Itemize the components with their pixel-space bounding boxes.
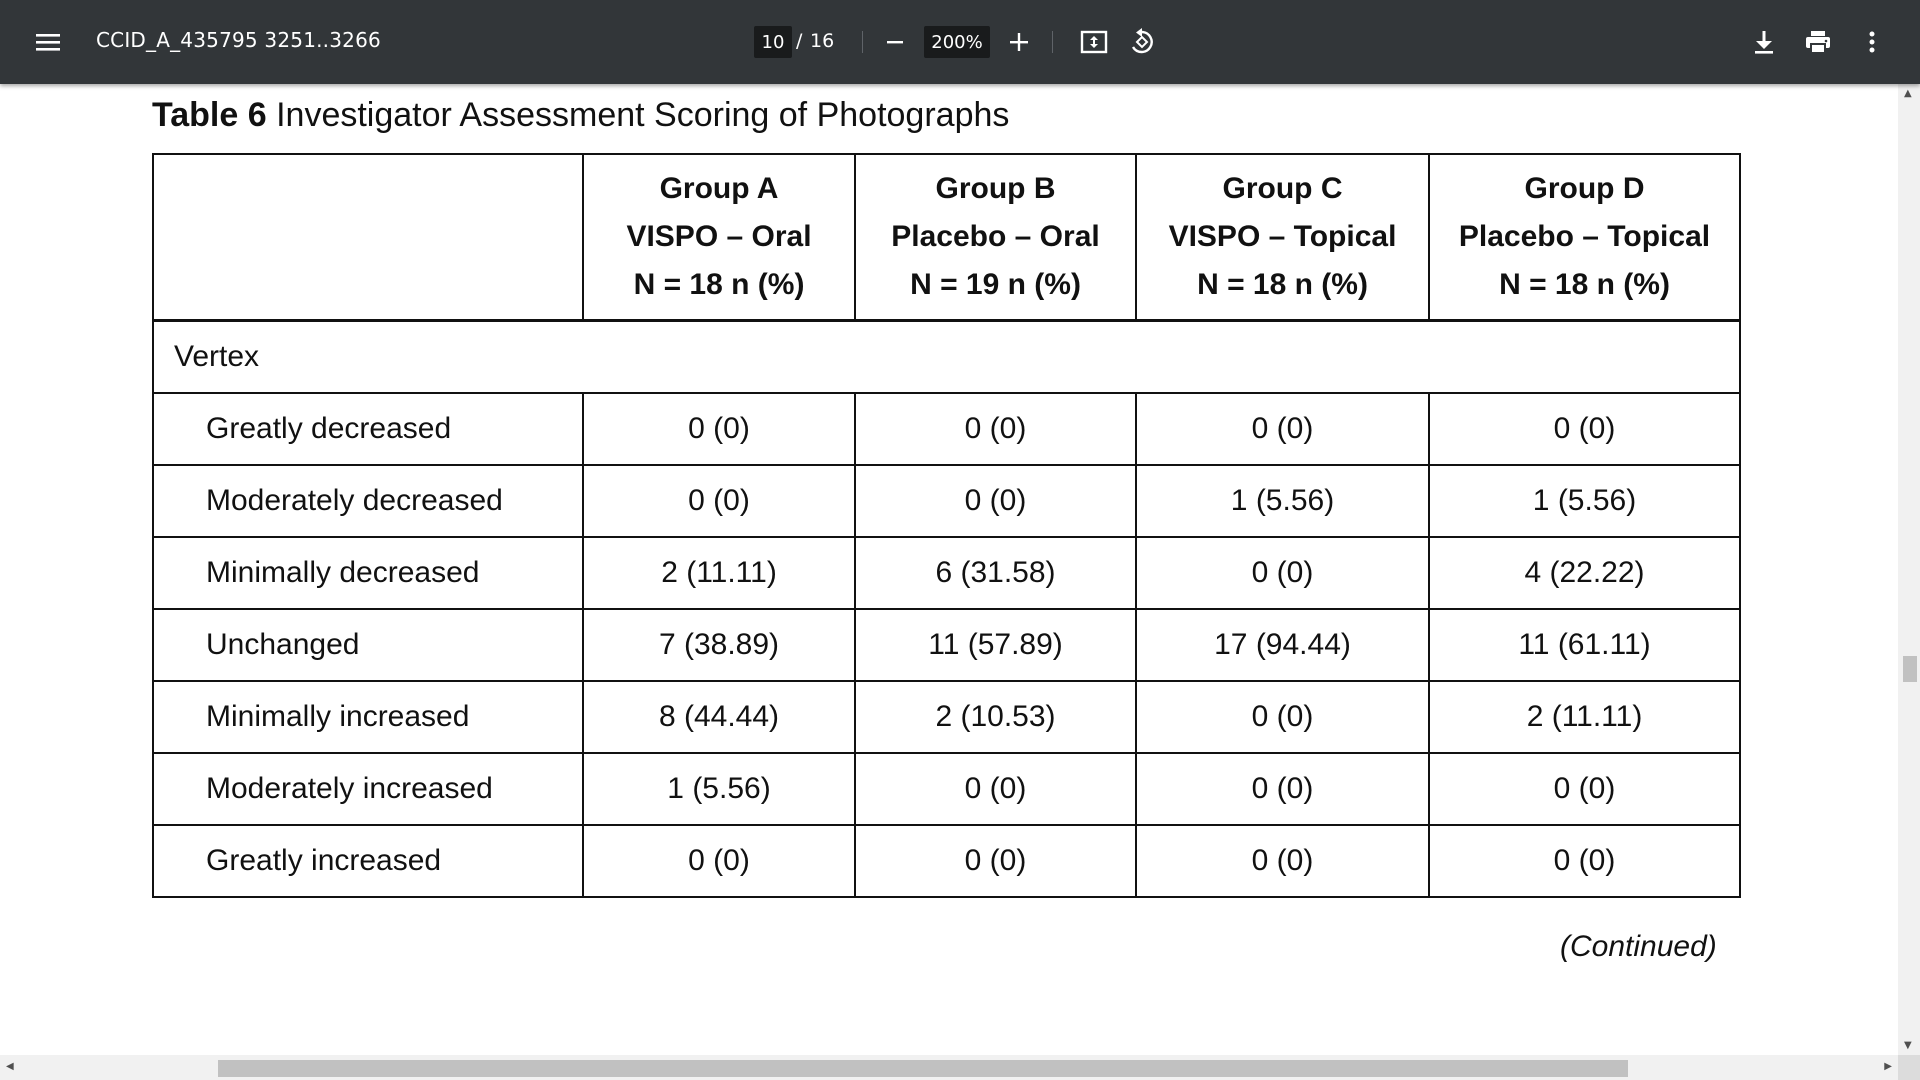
table-caption: Table 6 Investigator Assessment Scoring … xyxy=(152,96,1009,135)
table-row: Greatly increased 0 (0) 0 (0) 0 (0) 0 (0… xyxy=(152,824,1741,898)
document-title: CCID_A_435795 3251..3266 xyxy=(96,28,381,52)
document-viewport: Table 6 Investigator Assessment Scoring … xyxy=(0,84,1898,1055)
table-caption-number: Table 6 xyxy=(152,96,267,134)
cell-group-c: 17 (94.44) xyxy=(1135,608,1430,682)
cell-group-a: 1 (5.56) xyxy=(582,752,856,826)
header-group-name: Group C xyxy=(1222,172,1343,205)
vertical-scroll-thumb[interactable] xyxy=(1903,656,1917,682)
cell-group-a: 0 (0) xyxy=(582,824,856,898)
cell-group-b: 0 (0) xyxy=(854,464,1137,538)
pdf-toolbar: CCID_A_435795 3251..3266 / 16 xyxy=(0,0,1920,84)
cell-group-d: 11 (61.11) xyxy=(1428,608,1741,682)
scrollbar-corner xyxy=(1898,1055,1920,1080)
cell-group-c: 0 (0) xyxy=(1135,680,1430,754)
cell-group-c: 0 (0) xyxy=(1135,536,1430,610)
section-row: Vertex xyxy=(152,319,1741,394)
page-total: 16 xyxy=(810,30,835,52)
cell-group-d: 4 (22.22) xyxy=(1428,536,1741,610)
row-label: Greatly decreased xyxy=(152,392,584,466)
hamburger-menu-icon[interactable] xyxy=(28,22,68,62)
vertical-scrollbar[interactable]: ▲ ▼ xyxy=(1898,84,1920,1055)
print-icon[interactable] xyxy=(1798,22,1838,62)
header-group-name: Group A xyxy=(659,172,779,205)
cell-group-c: 1 (5.56) xyxy=(1135,464,1430,538)
section-label-vertex: Vertex xyxy=(152,319,1741,394)
row-label: Unchanged xyxy=(152,608,584,682)
header-group-b: Group B Placebo – Oral N = 19 n (%) xyxy=(854,153,1137,322)
header-group-treatment: VISPO – Oral xyxy=(626,220,812,253)
assessment-table: Group A VISPO – Oral N = 18 n (%) Group … xyxy=(152,153,1741,898)
zoom-level-input[interactable] xyxy=(924,26,990,58)
cell-group-d: 0 (0) xyxy=(1428,752,1741,826)
cell-group-b: 0 (0) xyxy=(854,752,1137,826)
scroll-up-arrow-icon[interactable]: ▲ xyxy=(1904,88,1912,99)
plus-icon[interactable] xyxy=(1002,22,1036,62)
header-group-d: Group D Placebo – Topical N = 18 n (%) xyxy=(1428,153,1741,322)
header-group-n: N = 18 n (%) xyxy=(633,268,805,301)
table-row: Minimally decreased 2 (11.11) 6 (31.58) … xyxy=(152,536,1741,610)
header-group-a: Group A VISPO – Oral N = 18 n (%) xyxy=(582,153,856,322)
table-header-row: Group A VISPO – Oral N = 18 n (%) Group … xyxy=(152,153,1741,322)
cell-group-d: 2 (11.11) xyxy=(1428,680,1741,754)
row-label: Greatly increased xyxy=(152,824,584,898)
row-label: Moderately increased xyxy=(152,752,584,826)
header-group-treatment: Placebo – Oral xyxy=(891,220,1100,253)
header-empty-cell xyxy=(152,153,584,322)
cell-group-a: 8 (44.44) xyxy=(582,680,856,754)
table-row: Unchanged 7 (38.89) 11 (57.89) 17 (94.44… xyxy=(152,608,1741,682)
page-separator: / xyxy=(796,30,803,52)
toolbar-divider xyxy=(862,31,863,53)
table-row: Minimally increased 8 (44.44) 2 (10.53) … xyxy=(152,680,1741,754)
header-group-n: N = 18 n (%) xyxy=(1499,268,1670,301)
header-group-name: Group B xyxy=(935,172,1056,205)
page-number-input[interactable] xyxy=(754,26,792,58)
cell-group-a: 2 (11.11) xyxy=(582,536,856,610)
header-group-n: N = 19 n (%) xyxy=(910,268,1081,301)
cell-group-b: 0 (0) xyxy=(854,824,1137,898)
fit-to-page-icon[interactable] xyxy=(1074,22,1114,62)
row-label: Minimally increased xyxy=(152,680,584,754)
scroll-right-arrow-icon[interactable]: ▶ xyxy=(1884,1061,1892,1072)
continued-note: (Continued) xyxy=(1560,930,1717,963)
cell-group-b: 6 (31.58) xyxy=(854,536,1137,610)
download-icon[interactable] xyxy=(1744,22,1784,62)
table-row: Greatly decreased 0 (0) 0 (0) 0 (0) 0 (0… xyxy=(152,392,1741,466)
rotate-counterclockwise-icon[interactable] xyxy=(1122,22,1162,62)
table-row: Moderately decreased 0 (0) 0 (0) 1 (5.56… xyxy=(152,464,1741,538)
cell-group-b: 2 (10.53) xyxy=(854,680,1137,754)
scroll-down-arrow-icon[interactable]: ▼ xyxy=(1904,1040,1912,1051)
header-group-c: Group C VISPO – Topical N = 18 n (%) xyxy=(1135,153,1430,322)
cell-group-a: 7 (38.89) xyxy=(582,608,856,682)
row-label: Minimally decreased xyxy=(152,536,584,610)
horizontal-scrollbar[interactable]: ◀ ▶ xyxy=(0,1055,1898,1080)
cell-group-b: 11 (57.89) xyxy=(854,608,1137,682)
toolbar-divider xyxy=(1052,31,1053,53)
cell-group-d: 0 (0) xyxy=(1428,824,1741,898)
cell-group-b: 0 (0) xyxy=(854,392,1137,466)
cell-group-d: 1 (5.56) xyxy=(1428,464,1741,538)
table-row: Moderately increased 1 (5.56) 0 (0) 0 (0… xyxy=(152,752,1741,826)
cell-group-d: 0 (0) xyxy=(1428,392,1741,466)
cell-group-a: 0 (0) xyxy=(582,392,856,466)
header-group-n: N = 18 n (%) xyxy=(1197,268,1368,301)
horizontal-scroll-thumb[interactable] xyxy=(218,1060,1628,1077)
minus-icon[interactable] xyxy=(878,22,912,62)
scroll-left-arrow-icon[interactable]: ◀ xyxy=(6,1061,14,1072)
table-caption-text: Investigator Assessment Scoring of Photo… xyxy=(276,96,1010,134)
more-vertical-icon[interactable] xyxy=(1852,22,1892,62)
cell-group-a: 0 (0) xyxy=(582,464,856,538)
header-group-treatment: Placebo – Topical xyxy=(1458,220,1711,253)
cell-group-c: 0 (0) xyxy=(1135,824,1430,898)
row-label: Moderately decreased xyxy=(152,464,584,538)
header-group-name: Group D xyxy=(1524,172,1645,205)
header-group-treatment: VISPO – Topical xyxy=(1168,220,1397,253)
cell-group-c: 0 (0) xyxy=(1135,752,1430,826)
cell-group-c: 0 (0) xyxy=(1135,392,1430,466)
